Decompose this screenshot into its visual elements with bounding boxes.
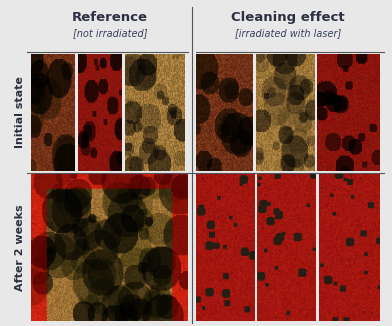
Text: 10 mm: 10 mm — [42, 292, 67, 298]
Text: [irradiated with laser]: [irradiated with laser] — [235, 28, 341, 38]
Text: Initial state: Initial state — [15, 77, 25, 148]
Text: Cleaning effect: Cleaning effect — [231, 11, 345, 24]
Text: [not irradiated]: [not irradiated] — [73, 28, 147, 38]
Text: After 2 weeks: After 2 weeks — [15, 204, 25, 291]
Text: Reference: Reference — [72, 11, 148, 24]
